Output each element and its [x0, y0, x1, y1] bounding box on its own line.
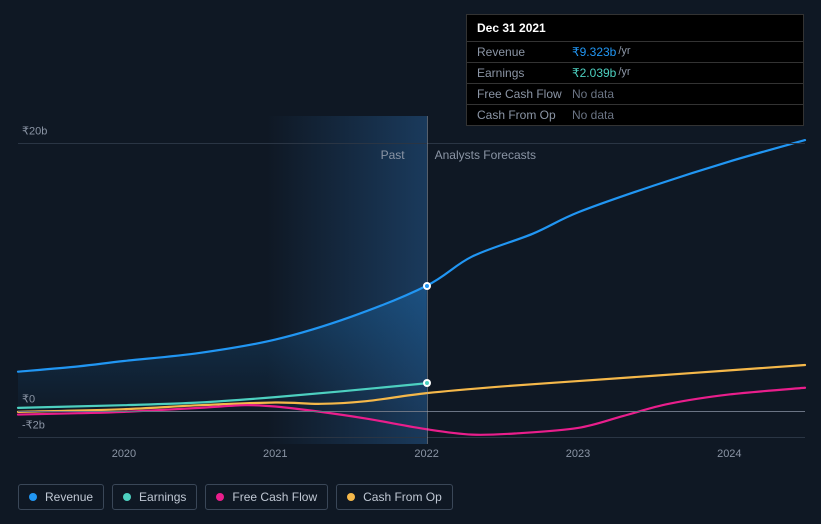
gridline [18, 437, 805, 438]
current-date-line [427, 116, 428, 444]
tooltip-label: Cash From Op [477, 108, 572, 122]
tooltip-label: Earnings [477, 66, 572, 80]
hover-tooltip: Dec 31 2021 Revenue₹9.323b /yrEarnings₹2… [466, 14, 804, 126]
y-axis-label: -₹2b [22, 419, 45, 432]
legend-fcf[interactable]: Free Cash Flow [205, 484, 328, 510]
legend-cfo[interactable]: Cash From Op [336, 484, 453, 510]
gridline [18, 411, 805, 412]
x-axis-label: 2022 [414, 448, 438, 460]
forecast-label: Analysts Forecasts [435, 148, 536, 162]
tooltip-value: ₹9.323b [572, 45, 616, 59]
chart-lines [18, 116, 805, 444]
legend-revenue[interactable]: Revenue [18, 484, 104, 510]
data-marker [423, 282, 431, 290]
tooltip-row: Cash From OpNo data [467, 104, 803, 125]
legend-dot [347, 493, 355, 501]
x-axis-label: 2020 [112, 448, 136, 460]
plot-area: Past Analysts Forecasts [18, 116, 805, 444]
tooltip-value: ₹2.039b [572, 66, 616, 80]
tooltip-unit: /yr [618, 45, 630, 59]
data-marker [423, 379, 431, 387]
tooltip-row: Free Cash FlowNo data [467, 83, 803, 104]
legend-label: Free Cash Flow [232, 490, 317, 504]
tooltip-date: Dec 31 2021 [467, 15, 803, 41]
tooltip-row: Earnings₹2.039b /yr [467, 62, 803, 83]
tooltip-label: Revenue [477, 45, 572, 59]
tooltip-nodata: No data [572, 87, 614, 101]
past-label: Past [381, 148, 405, 162]
tooltip-row: Revenue₹9.323b /yr [467, 41, 803, 62]
tooltip-unit: /yr [618, 66, 630, 80]
y-axis-label: ₹20b [22, 124, 47, 137]
y-axis-label: ₹0 [22, 392, 35, 405]
gridline [18, 143, 805, 144]
legend-label: Earnings [139, 490, 186, 504]
legend-label: Revenue [45, 490, 93, 504]
legend-dot [29, 493, 37, 501]
legend: Revenue Earnings Free Cash Flow Cash From O… [18, 484, 453, 510]
x-axis-label: 2023 [566, 448, 590, 460]
legend-earnings[interactable]: Earnings [112, 484, 197, 510]
tooltip-nodata: No data [572, 108, 614, 122]
chart-container: Past Analysts Forecasts ₹20b ₹0 -₹2b 2020 2… [18, 0, 805, 524]
tooltip-label: Free Cash Flow [477, 87, 572, 101]
x-axis-label: 2021 [263, 448, 287, 460]
legend-dot [216, 493, 224, 501]
x-axis-label: 2024 [717, 448, 741, 460]
legend-dot [123, 493, 131, 501]
legend-label: Cash From Op [363, 490, 442, 504]
